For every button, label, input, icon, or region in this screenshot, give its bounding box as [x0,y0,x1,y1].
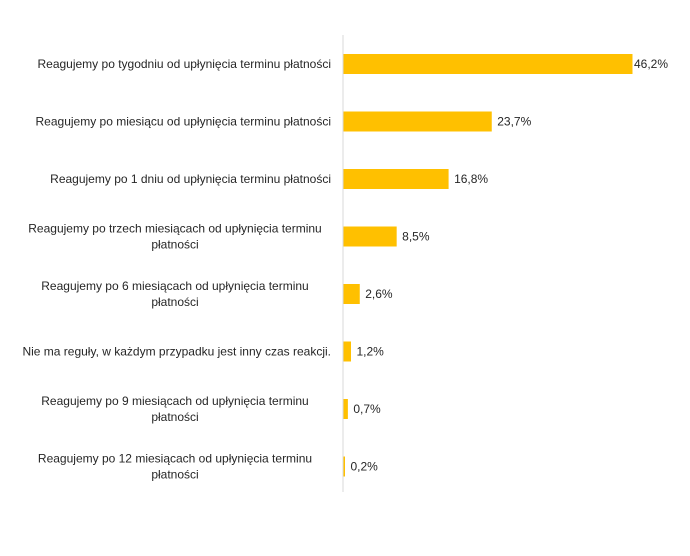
category-label: Reagujemy po tygodniu od upłynięcia term… [37,57,331,71]
data-label: 1,2% [357,345,385,359]
data-label: 46,2% [634,57,668,71]
bar [343,226,397,247]
category-label: płatności [151,238,198,252]
category-label: Reagujemy po 12 miesiącach od upłynięcia… [38,452,312,466]
bar [343,399,348,419]
data-label: 16,8% [454,172,488,186]
data-label: 2,6% [365,287,393,301]
category-label: Reagujemy po miesiącu od upłynięcia term… [36,115,332,129]
bar [343,456,345,477]
bar [343,169,449,189]
data-label: 8,5% [402,230,430,244]
category-label: płatności [151,295,198,309]
bar [343,341,352,362]
category-label: Nie ma reguły, w każdym przypadku jest i… [22,345,331,359]
bar [343,54,633,74]
data-label: 0,7% [353,402,381,416]
category-label: Reagujemy po 9 miesiącach od upłynięcia … [41,394,308,408]
category-label: Reagujemy po 1 dniu od upłynięcia termin… [50,172,331,186]
data-label: 23,7% [497,115,531,129]
category-label: Reagujemy po 6 miesiącach od upłynięcia … [41,279,308,293]
data-label: 0,2% [351,460,379,474]
category-label: płatności [151,410,198,424]
category-label: płatności [151,468,198,482]
bar [343,284,360,304]
bar [343,111,492,132]
category-label: Reagujemy po trzech miesiącach od upłyni… [28,222,321,236]
